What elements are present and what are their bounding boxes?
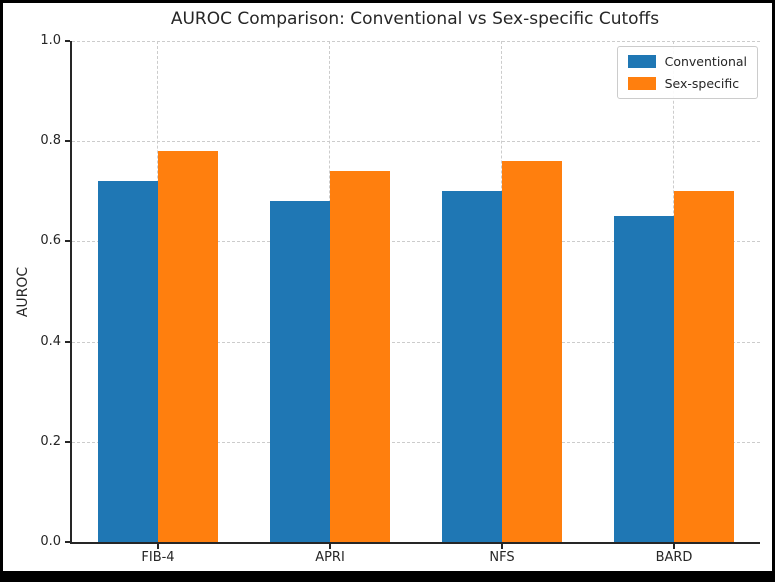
y-tick-label: 0.2 — [40, 433, 61, 449]
gridline-horizontal — [72, 341, 760, 343]
gridline-horizontal — [72, 141, 760, 143]
figure: AUROC Comparison: Conventional vs Sex-sp… — [3, 3, 772, 571]
legend-item-conventional: Conventional — [627, 54, 747, 69]
bar-conventional-nfs — [442, 191, 502, 542]
x-tick-mark — [329, 544, 331, 549]
y-tick-label: 1.0 — [40, 33, 61, 48]
legend-swatch-icon — [627, 55, 656, 68]
bar-conventional-fib-4 — [98, 181, 158, 542]
y-tick-label: 0.6 — [40, 233, 61, 249]
x-tick-label: APRI — [315, 550, 345, 565]
x-tick-label: FIB-4 — [141, 550, 175, 565]
bar-sex-specific-bard — [674, 191, 734, 542]
x-tick-label: BARD — [655, 550, 693, 565]
x-tick-mark — [501, 544, 503, 549]
y-tick-mark — [65, 440, 70, 443]
legend-swatch-icon — [627, 77, 656, 90]
plot-area — [70, 41, 760, 544]
y-axis-label: AUROC — [15, 266, 31, 318]
legend-item-label: Sex-specific — [664, 76, 740, 91]
y-tick-label: 0.0 — [40, 534, 61, 549]
gridline-horizontal — [72, 41, 760, 42]
y-tick-mark — [65, 340, 70, 343]
y-tick-label: 0.8 — [40, 133, 61, 149]
legend: Conventional Sex-specific — [616, 46, 758, 99]
y-tick-mark — [65, 40, 70, 42]
y-tick-mark — [65, 240, 70, 243]
bar-conventional-apri — [270, 201, 330, 542]
x-tick-mark — [673, 544, 675, 549]
y-tick-mark — [65, 541, 70, 543]
chart-title: AUROC Comparison: Conventional vs Sex-sp… — [170, 9, 660, 29]
bar-sex-specific-apri — [330, 171, 390, 542]
gridline-horizontal — [72, 241, 760, 243]
y-tick-label: 0.4 — [40, 333, 61, 349]
legend-item-sex-specific: Sex-specific — [627, 76, 747, 91]
bar-sex-specific-fib-4 — [158, 151, 218, 542]
y-tick-mark — [65, 140, 70, 143]
gridline-horizontal — [72, 441, 760, 443]
bar-conventional-bard — [614, 216, 674, 542]
x-tick-label: NFS — [489, 550, 515, 565]
x-tick-mark — [157, 544, 159, 549]
legend-item-label: Conventional — [664, 54, 747, 69]
bar-sex-specific-nfs — [502, 161, 562, 542]
